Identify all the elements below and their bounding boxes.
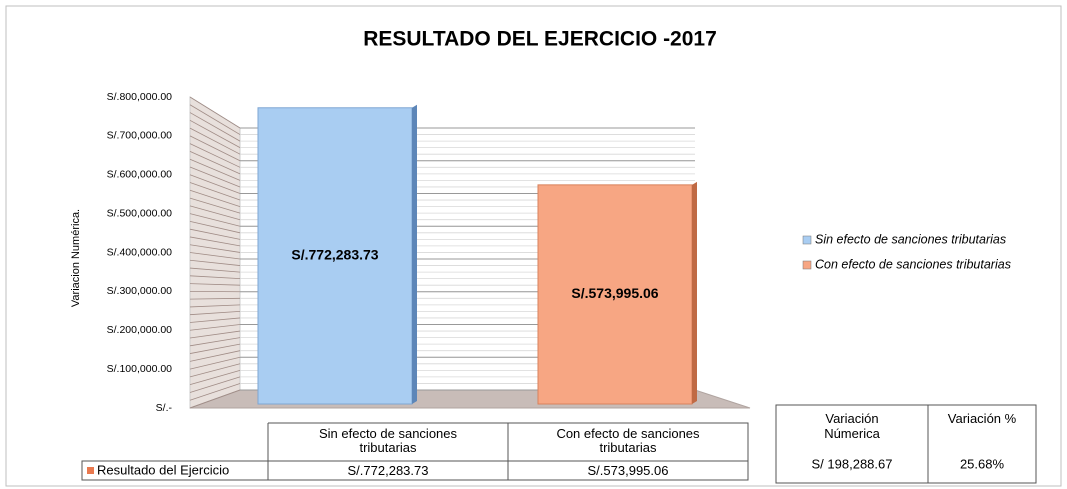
table-value: S/.772,283.73 [348,463,429,478]
minor-hatch [189,389,241,409]
minor-hatch [189,297,241,300]
bar-side [692,181,697,404]
minor-hatch [189,275,241,280]
minor-hatch [189,158,241,181]
minor-hatch [189,267,241,273]
y-tick-label: S/.400,000.00 [107,246,173,258]
minor-hatch [189,143,241,168]
minor-hatch [189,127,241,155]
table-series-name: Resultado del Ejercicio [97,462,229,477]
minor-hatch [189,151,241,175]
minor-hatch [189,96,241,129]
minor-hatch [189,376,241,393]
minor-hatch [189,304,241,308]
table-header: Con efecto de sanciones tributarias [556,426,700,455]
minor-hatch [189,119,241,149]
side-header: Variación Númerica [824,411,880,441]
y-tick-label: S/.- [156,402,173,414]
minor-hatch [189,213,241,227]
minor-hatch [189,383,241,401]
table-grid [81,422,749,481]
data-label: S/.573,995.06 [571,285,658,301]
minor-hatch [189,182,241,201]
side-header-text: Variación % [947,411,1017,426]
minor-hatch [189,363,241,378]
data-label: S/.772,283.73 [291,247,378,263]
minor-hatch [189,369,241,386]
side-header-text: Variación Númerica [824,411,880,441]
y-tick-label: S/.200,000.00 [107,324,173,336]
legend-swatch [802,260,812,270]
minor-hatch [189,205,241,221]
table-header: Sin efecto de sanciones tributarias [318,426,458,455]
side-value: 25.68% [960,456,1005,471]
minor-hatch [189,259,241,266]
table-header-text: Con efecto de sanciones tributarias [556,426,700,455]
y-tick-label: S/.600,000.00 [107,169,173,181]
minor-hatch [189,135,241,162]
minor-hatch [189,174,241,194]
minor-hatch [189,112,241,142]
minor-hatch [189,228,241,240]
side-table [775,404,1037,484]
minor-hatch [189,343,241,354]
minor-hatch [189,324,241,331]
minor-hatch [189,104,241,135]
minor-hatch [189,197,241,214]
minor-hatch [189,317,241,323]
minor-hatch [189,283,241,286]
side-header: Variación % [947,411,1017,426]
y-tick-label: S/.100,000.00 [107,363,173,375]
legend-label: Con efecto de sanciones tributarias [815,257,1011,271]
minor-hatch [189,166,241,188]
y-tick-label: S/.300,000.00 [107,285,173,297]
minor-hatch [189,350,241,362]
chart-title: RESULTADO DEL EJERCICIO -2017 [363,28,717,51]
y-tick-label: S/.800,000.00 [107,91,173,103]
legend-label: Sin efecto de sanciones tributarias [815,232,1006,246]
y-tick-label: S/.500,000.00 [107,207,173,219]
minor-hatch [189,236,241,247]
y-tick-label: S/.700,000.00 [107,130,173,142]
table-header-text: Sin efecto de sanciones tributarias [318,426,458,455]
bar-side [412,104,417,405]
bar [537,184,693,405]
table-legend-key [87,467,94,474]
minor-hatch [189,311,241,316]
minor-hatch [189,356,241,370]
minor-hatch [189,221,241,234]
minor-hatch [189,330,241,339]
minor-hatch [189,337,241,347]
minor-hatch [189,189,241,207]
table-value: S/.573,995.06 [588,463,669,478]
minor-hatch [189,252,241,260]
side-value: S/ 198,288.67 [812,456,893,471]
minor-hatch [189,244,241,253]
y-axis-label: Variacion Numérica. [70,209,82,307]
legend-swatch [802,235,812,245]
